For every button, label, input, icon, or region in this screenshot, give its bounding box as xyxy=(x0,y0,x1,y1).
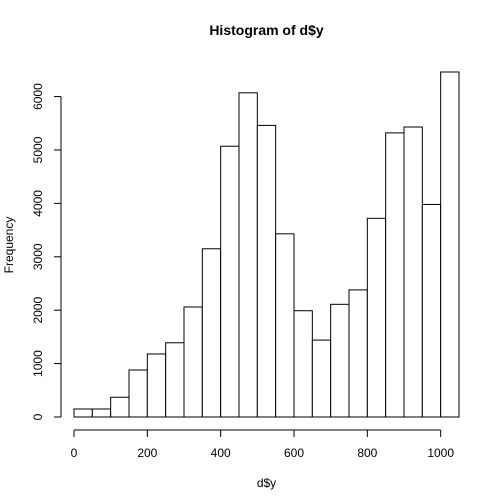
x-tick-label: 1000 xyxy=(427,446,454,460)
x-axis: 0 200 400 600 800 1000 xyxy=(71,430,455,460)
y-tick-label: 2000 xyxy=(31,297,45,324)
histogram-bar xyxy=(404,127,422,417)
y-tick-label: 1000 xyxy=(31,350,45,377)
y-tick-label: 4000 xyxy=(31,190,45,217)
histogram-bar xyxy=(441,72,459,417)
histogram-bar xyxy=(92,409,110,417)
x-tick-label: 400 xyxy=(211,446,231,460)
histogram-bar xyxy=(129,370,147,417)
x-axis-label: d$y xyxy=(257,476,276,490)
histogram-bar xyxy=(422,204,440,417)
histogram-bar xyxy=(221,146,239,417)
y-tick-label: 0 xyxy=(31,413,45,420)
histogram-bar xyxy=(367,218,385,417)
y-tick-label: 6000 xyxy=(31,83,45,110)
histogram-bars xyxy=(74,72,459,417)
histogram-bar xyxy=(349,290,367,417)
histogram-bar xyxy=(257,125,275,417)
histogram-bar xyxy=(111,397,129,417)
histogram-bar xyxy=(276,234,294,417)
histogram-bar xyxy=(147,354,165,417)
histogram-bar xyxy=(166,343,184,417)
y-axis: 0 1000 2000 3000 4000 5000 6000 xyxy=(31,83,61,420)
x-tick-label: 600 xyxy=(284,446,304,460)
histogram-bar xyxy=(239,93,257,417)
x-tick-label: 800 xyxy=(357,446,377,460)
y-tick-label: 3000 xyxy=(31,243,45,270)
histogram-bar xyxy=(386,133,404,417)
histogram-bar xyxy=(202,249,220,417)
histogram-bar xyxy=(184,307,202,417)
y-tick-label: 5000 xyxy=(31,136,45,163)
x-tick-label: 0 xyxy=(71,446,78,460)
chart-title: Histogram of d$y xyxy=(209,22,324,38)
histogram-bar xyxy=(294,311,312,417)
histogram-bar xyxy=(331,304,349,417)
histogram-bar xyxy=(74,409,92,417)
x-tick-label: 200 xyxy=(137,446,157,460)
y-axis-label: Frequency xyxy=(2,217,16,274)
histogram-bar xyxy=(312,340,330,417)
